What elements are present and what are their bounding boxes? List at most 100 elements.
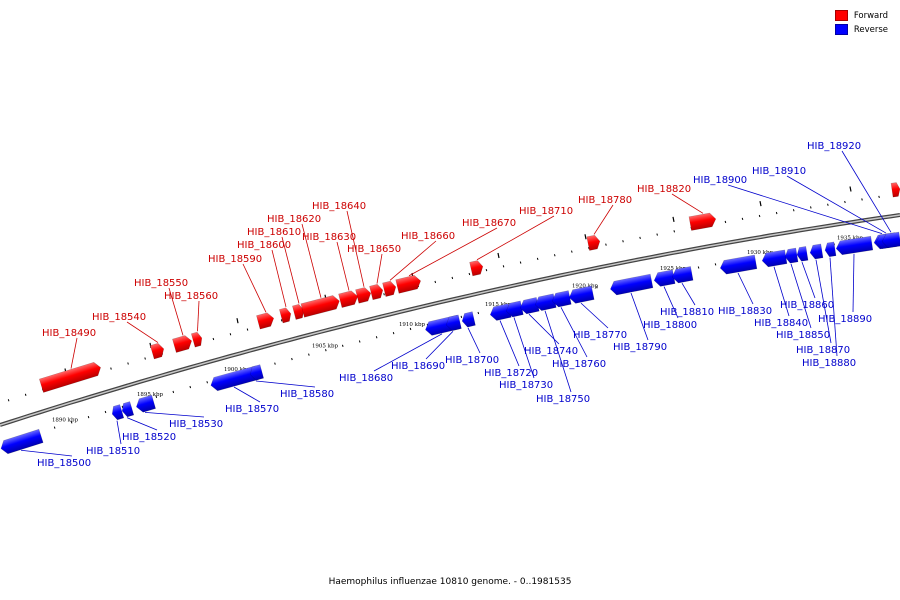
leader-line (197, 300, 200, 332)
leader-line (663, 286, 679, 319)
gene-label: HIB_18720 (484, 368, 538, 379)
gene-label: HIB_18730 (499, 380, 553, 391)
leader-line (255, 380, 316, 388)
leader-line (373, 333, 443, 372)
leader-line (671, 193, 704, 214)
minor-tick (758, 214, 761, 218)
leader-line (233, 386, 261, 403)
major-tick (584, 234, 587, 240)
legend-forward: Forward (834, 10, 888, 21)
reverse-gene (445, 314, 462, 331)
minor-tick (383, 293, 385, 296)
leader-line (425, 331, 454, 360)
leader-line (852, 253, 855, 313)
reverse-swatch (834, 24, 848, 35)
minor-tick (536, 257, 539, 261)
reverse-gene (489, 303, 512, 321)
gene-label: HIB_18880 (802, 358, 856, 369)
gene-label: HIB_18630 (302, 232, 356, 243)
reverse-gene (461, 311, 476, 328)
reverse-gene (671, 266, 694, 284)
gene-label: HIB_18770 (573, 330, 627, 341)
minor-tick (127, 362, 129, 365)
gene-label: HIB_18660 (401, 231, 455, 242)
reverse-gene (568, 285, 595, 304)
leader-line (144, 411, 205, 418)
kbp-label: 1905 kbp (312, 344, 339, 350)
leader-line (737, 272, 754, 305)
gene-label: HIB_18820 (637, 184, 691, 195)
minor-tick (485, 268, 488, 272)
leader-line (126, 321, 159, 343)
minor-tick (502, 265, 505, 268)
reverse-gene (835, 235, 874, 256)
minor-tick (229, 333, 232, 336)
minor-tick (697, 266, 700, 269)
map-caption: Haemophilus influenzae 10810 genome. - 0… (328, 577, 572, 587)
reverse-gene (249, 364, 264, 381)
minor-tick (588, 246, 590, 250)
gene-label: HIB_18520 (122, 432, 176, 443)
reverse-gene (111, 404, 125, 421)
reverse-gene (796, 246, 809, 262)
minor-tick (53, 426, 56, 429)
leader-line (513, 317, 535, 379)
leader-line (70, 337, 78, 369)
reverse-gene (505, 300, 524, 318)
leader-line (476, 215, 555, 261)
minor-tick (451, 276, 454, 280)
leader-line (580, 302, 609, 329)
gene-label: HIB_18670 (462, 218, 516, 229)
minor-tick (724, 220, 727, 224)
leader-line (126, 417, 158, 431)
leader-line (829, 257, 838, 357)
gene-label: HIB_18560 (164, 291, 218, 302)
minor-tick (861, 198, 863, 201)
minor-tick (70, 421, 73, 424)
leader-line (786, 175, 887, 234)
minor-tick (291, 357, 293, 361)
minor-tick (7, 399, 10, 402)
minor-tick (246, 328, 249, 331)
minor-tick (280, 319, 283, 322)
forward-gene (890, 182, 900, 198)
backbone-line (0, 214, 900, 426)
leader-line (389, 240, 437, 281)
leader-line (593, 204, 614, 235)
minor-tick (24, 393, 27, 396)
forward-gene (355, 287, 372, 304)
forward-gene (256, 312, 275, 330)
gene-label: HIB_18540 (92, 312, 146, 323)
leader-line (168, 287, 184, 336)
kbp-label: 1910 kbp (399, 322, 426, 328)
kbp-label: 1930 kbp (747, 250, 774, 256)
minor-tick (460, 315, 463, 319)
gene-label: HIB_18910 (752, 166, 806, 177)
gene-label: HIB_18830 (718, 306, 772, 317)
kbp-label: 1920 kbp (572, 283, 599, 289)
leader-line (773, 266, 790, 317)
reverse-gene (719, 254, 758, 275)
gene-labels: HIB_18490 HIB_18540 HIB_18550 HIB_18560 HIB_… (20, 141, 892, 469)
legend-reverse: Reverse (834, 24, 888, 35)
minor-tick (375, 336, 378, 339)
minor-tick (519, 261, 522, 264)
forward-gene (190, 331, 203, 348)
forward-gene (39, 361, 101, 393)
minor-tick (189, 385, 192, 389)
reverse-gene (653, 269, 676, 287)
reverse-gene (551, 290, 572, 308)
minor-tick (212, 337, 215, 341)
legend-forward-label: Forward (853, 10, 888, 21)
reverse-gene (784, 247, 799, 264)
minor-tick (741, 217, 744, 221)
leader-line (681, 282, 696, 306)
kbp-label: 1900 kbp (224, 367, 251, 373)
gene-label: HIB_18600 (237, 240, 291, 251)
leader-line (376, 253, 383, 284)
minor-tick (392, 331, 395, 335)
minor-tick (656, 233, 658, 236)
gene-label: HIB_18700 (445, 355, 499, 366)
reverse-gene (610, 273, 654, 296)
